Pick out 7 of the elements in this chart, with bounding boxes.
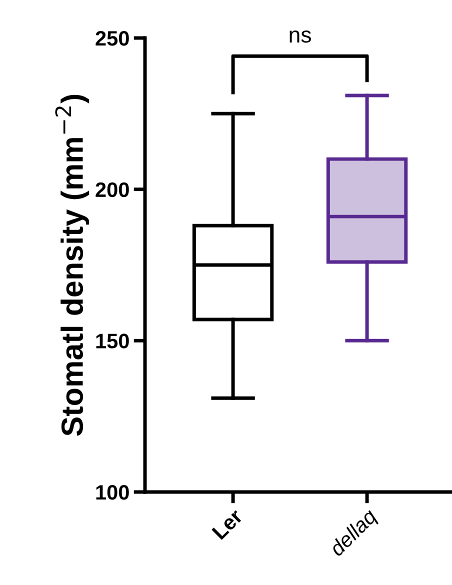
y-tick-label: 200 [96,182,129,198]
y-tick-label: 150 [96,334,129,348]
y-tick-label: 250 [96,31,129,46]
annotation: ns [290,30,311,43]
y-tick-label: 100 [96,485,129,500]
x-tick-label: Ler [212,508,244,540]
y-axis-title: Stomatl density (mm$^{−2}$) [55,94,90,436]
